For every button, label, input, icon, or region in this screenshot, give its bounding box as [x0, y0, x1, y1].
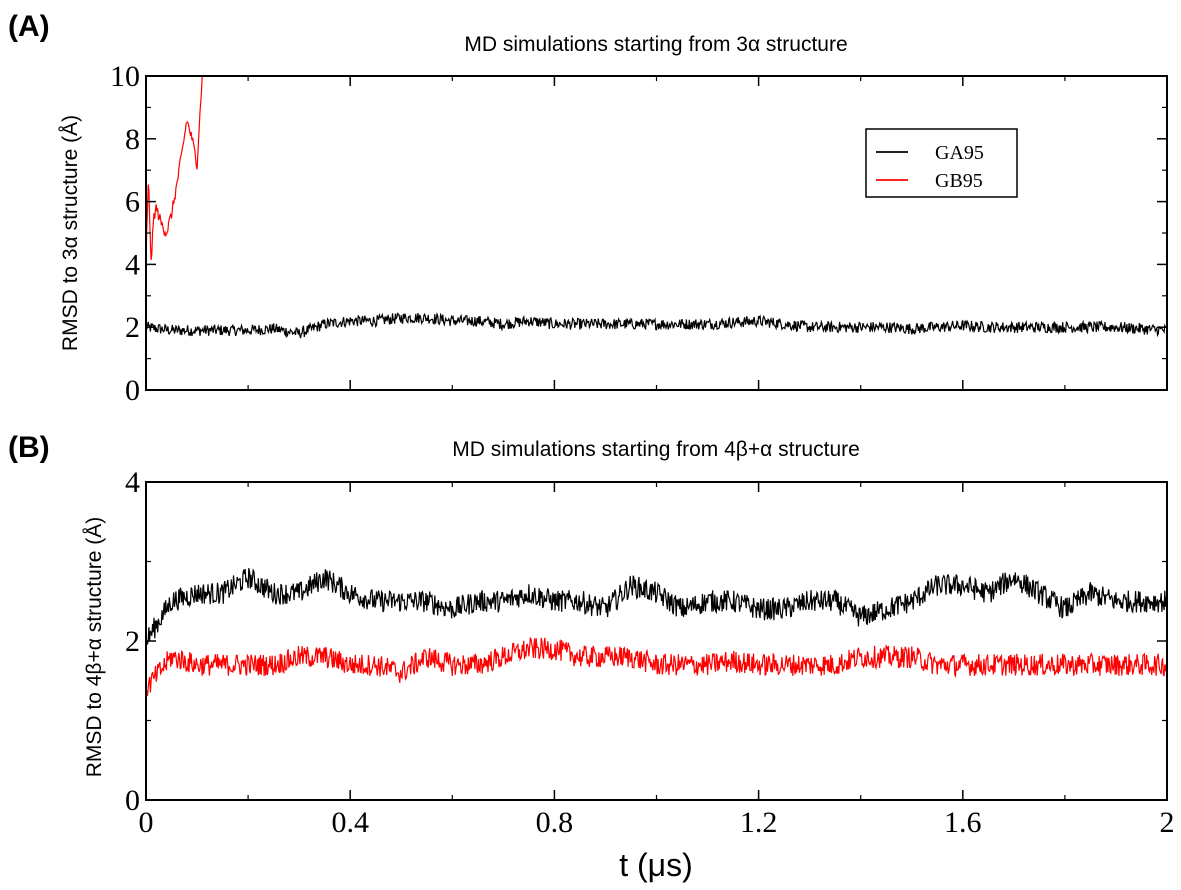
- panel-b-x-tick-label: 0: [139, 806, 154, 839]
- panel-b-y-tick-label: 4: [125, 466, 140, 499]
- panel-b-x-tick-label: 0.4: [331, 806, 369, 839]
- panel-a-y-tick-label: 8: [125, 123, 140, 156]
- panel-b-y-tick-label: 2: [125, 625, 140, 658]
- panel-a-y-tick-label: 10: [110, 60, 140, 93]
- panel-b-x-tick-label: 0.8: [536, 806, 574, 839]
- panel-b-series-gb95: [145, 636, 1168, 697]
- legend-label-ga95: GA95: [935, 142, 984, 164]
- panel-b-plot-frame: [145, 481, 1168, 801]
- panel-a-y-tick-label: 2: [125, 311, 140, 344]
- panel-a-y-axis-label: RMSD to 3α structure (Å): [59, 115, 82, 351]
- panel-b-x-axis-label: t (μs): [619, 847, 693, 883]
- plot-layer: 0 2 4 6 8 10 0 0.4 0.8 1.2 1.6 2 0 2 4: [110, 60, 1175, 839]
- panel-a-label: (A): [8, 10, 50, 43]
- legend-box: [865, 128, 1018, 198]
- panel-b-y-axis-label: RMSD to 4β+α structure (Å): [83, 517, 106, 778]
- panel-b-x-tick-label: 2: [1160, 806, 1175, 839]
- panel-a-y-tick-label: 4: [125, 248, 140, 281]
- panel-a-series-gb95: [145, 75, 203, 261]
- panel-a-series-ga95: [145, 311, 1167, 339]
- panel-a-plot-frame: [145, 75, 1168, 391]
- panel-a-y-tick-label: 6: [125, 186, 140, 219]
- panel-a-y-tick-label: 0: [125, 374, 140, 407]
- panel-b-x-tick-label: 1.2: [740, 806, 778, 839]
- panel-a-title: MD simulations starting from 3α structur…: [464, 33, 847, 56]
- panel-a-legend: GA95 GB95: [865, 128, 1018, 198]
- panel-b-series-ga95: [145, 567, 1168, 645]
- panel-b-label: (B): [8, 431, 50, 464]
- panel-b-y-tick-label: 0: [125, 784, 140, 817]
- panel-b-x-tick-label: 1.6: [944, 806, 982, 839]
- legend-label-gb95: GB95: [935, 170, 983, 192]
- panel-b-title: MD simulations starting from 4β+α struct…: [452, 438, 860, 461]
